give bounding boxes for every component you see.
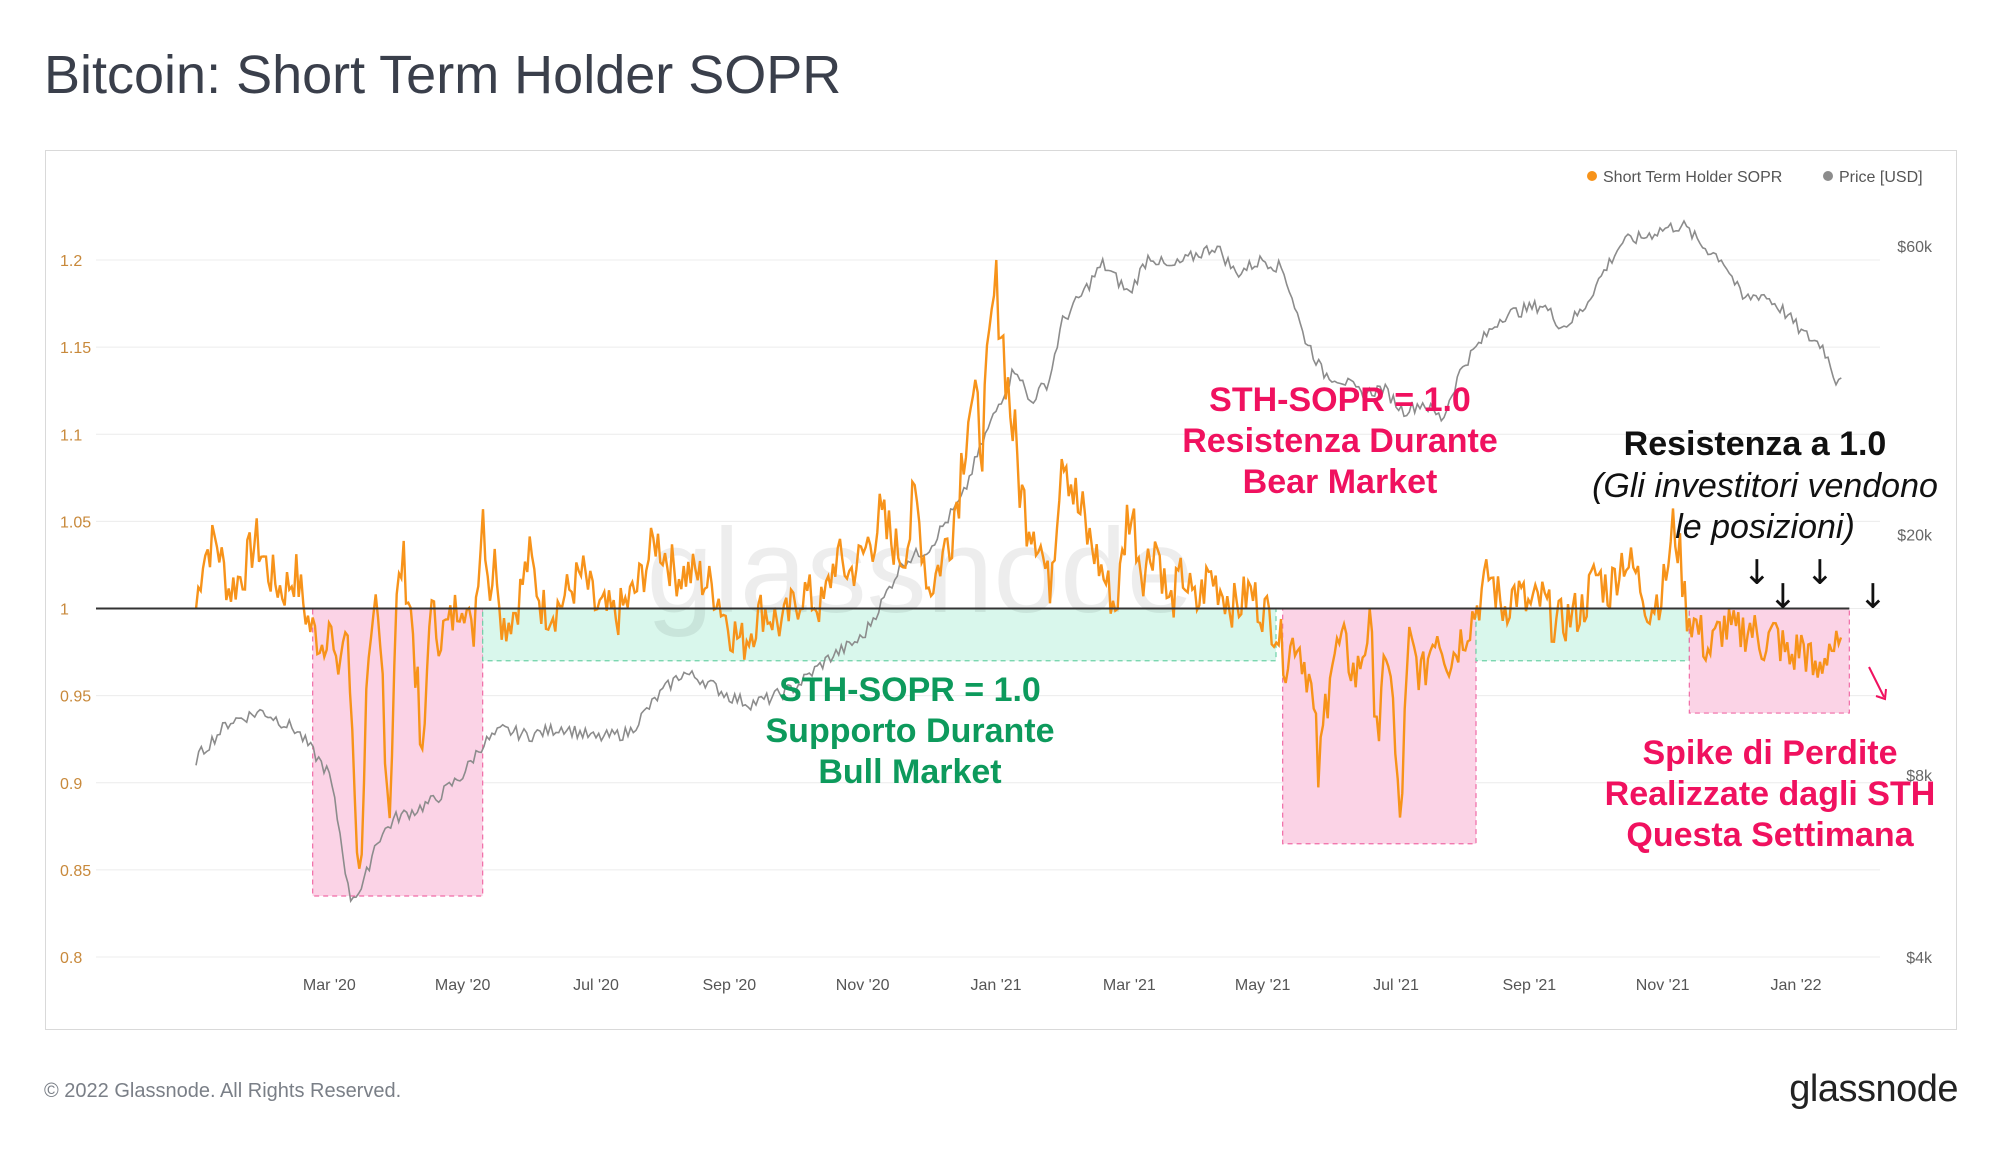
x-tick-label: Nov '21 [1636,977,1690,994]
y-axis-left: 0.8 0.85 0.9 0.95 1 1.05 1.1 1.15 1.2 [60,253,91,967]
y-tick-label-right: $8k [1906,768,1933,785]
x-tick-label: Jul '20 [573,977,619,994]
bull-zone [1475,607,1690,662]
y-tick-label-right: $4k [1906,950,1933,967]
page-title: Bitcoin: Short Term Holder SOPR [44,45,842,105]
chart-panel [45,150,1957,1030]
bull-annotation: STH-SOPR = 1.0 Supporto Durante Bull Mar… [730,670,1090,792]
copyright-text: © 2022 Glassnode. All Rights Reserved. [44,1080,402,1102]
bear-line-3: Bear Market [1242,462,1438,501]
sopr-series-line [194,259,1843,869]
resistance-sub-line-2: le posizioni) [1675,507,1855,546]
x-axis: Mar '20 May '20 Jul '20 Sep '20 Nov '20 Jan '… [303,977,1822,994]
price-series-line [195,219,1842,904]
y-tick-label-right: $20k [1897,527,1933,544]
pink-arrow-shaft [1868,666,1885,698]
arrow-icon: ↓ [1743,553,1772,593]
spike-line-3: Questa Settimana [1626,815,1914,854]
legend-dot-price [1823,171,1833,181]
y-tick-label-left: 1.15 [60,340,91,357]
spike-annotation: Spike di Perdite Realizzate dagli STH Qu… [1560,733,1980,855]
y-tick-label-left: 1.2 [60,253,82,270]
resistance-arrows: ↓ ↓ ↓ ↓ [1743,553,1888,701]
y-tick-label-left: 0.85 [60,863,91,880]
pink-arrow-head [1875,688,1887,701]
spike-line-1: Spike di Perdite [1642,734,1898,772]
legend-label-price: Price [USD] [1839,169,1923,186]
y-tick-label-left: 1.05 [60,514,91,531]
x-tick-label: Sep '21 [1502,977,1556,994]
arrow-icon: ↓ [1806,553,1835,593]
x-tick-label: Jul '21 [1373,977,1419,994]
y-tick-label-right: $60k [1897,239,1933,256]
y-tick-label-left: 0.8 [60,950,82,967]
bull-zone [482,607,1277,662]
resistance-sub-line-1: (Gli investitori vendono [1592,467,1938,505]
arrow-icon: ↓ [1769,577,1798,617]
legend-label-sopr: Short Term Holder SOPR [1603,169,1782,186]
x-tick-label: Nov '20 [836,977,890,994]
bull-line-2: Supporto Durante [765,711,1055,750]
x-tick-label: Mar '20 [303,977,356,994]
spike-line-2: Realizzate dagli STH [1604,774,1936,813]
x-tick-label: Jan '22 [1770,977,1821,994]
glassnode-logo: glassnode [1789,1068,1958,1110]
bear-zone [312,607,484,897]
x-tick-label: May '21 [1235,977,1291,994]
y-tick-label-left: 1 [60,602,69,619]
resistance-title: Resistenza a 1.0 [1623,425,1887,463]
arrow-icon: ↓ [1859,577,1888,617]
y-tick-label-left: 1.1 [60,427,82,444]
bull-line-1: STH-SOPR = 1.0 [779,671,1041,709]
y-tick-label-left: 0.95 [60,689,91,706]
x-tick-label: Sep '20 [702,977,756,994]
y-tick-label-left: 0.9 [60,776,82,793]
x-tick-label: May '20 [435,977,491,994]
legend-dot-sopr [1587,171,1597,181]
bear-annotation: STH-SOPR = 1.0 Resistenza Durante Bear M… [1160,380,1520,502]
legend: Short Term Holder SOPR Price [USD] [1587,169,1923,186]
resistance-subtitle: (Gli investitori vendono le posizioni) [1565,466,1965,548]
x-tick-label: Jan '21 [970,977,1021,994]
y-axis-right: $4k $8k $20k $60k [1897,239,1933,967]
bull-line-3: Bull Market [818,752,1002,791]
bear-line-1: STH-SOPR = 1.0 [1209,381,1471,419]
x-tick-label: Mar '21 [1103,977,1156,994]
bear-line-2: Resistenza Durante [1182,421,1498,460]
